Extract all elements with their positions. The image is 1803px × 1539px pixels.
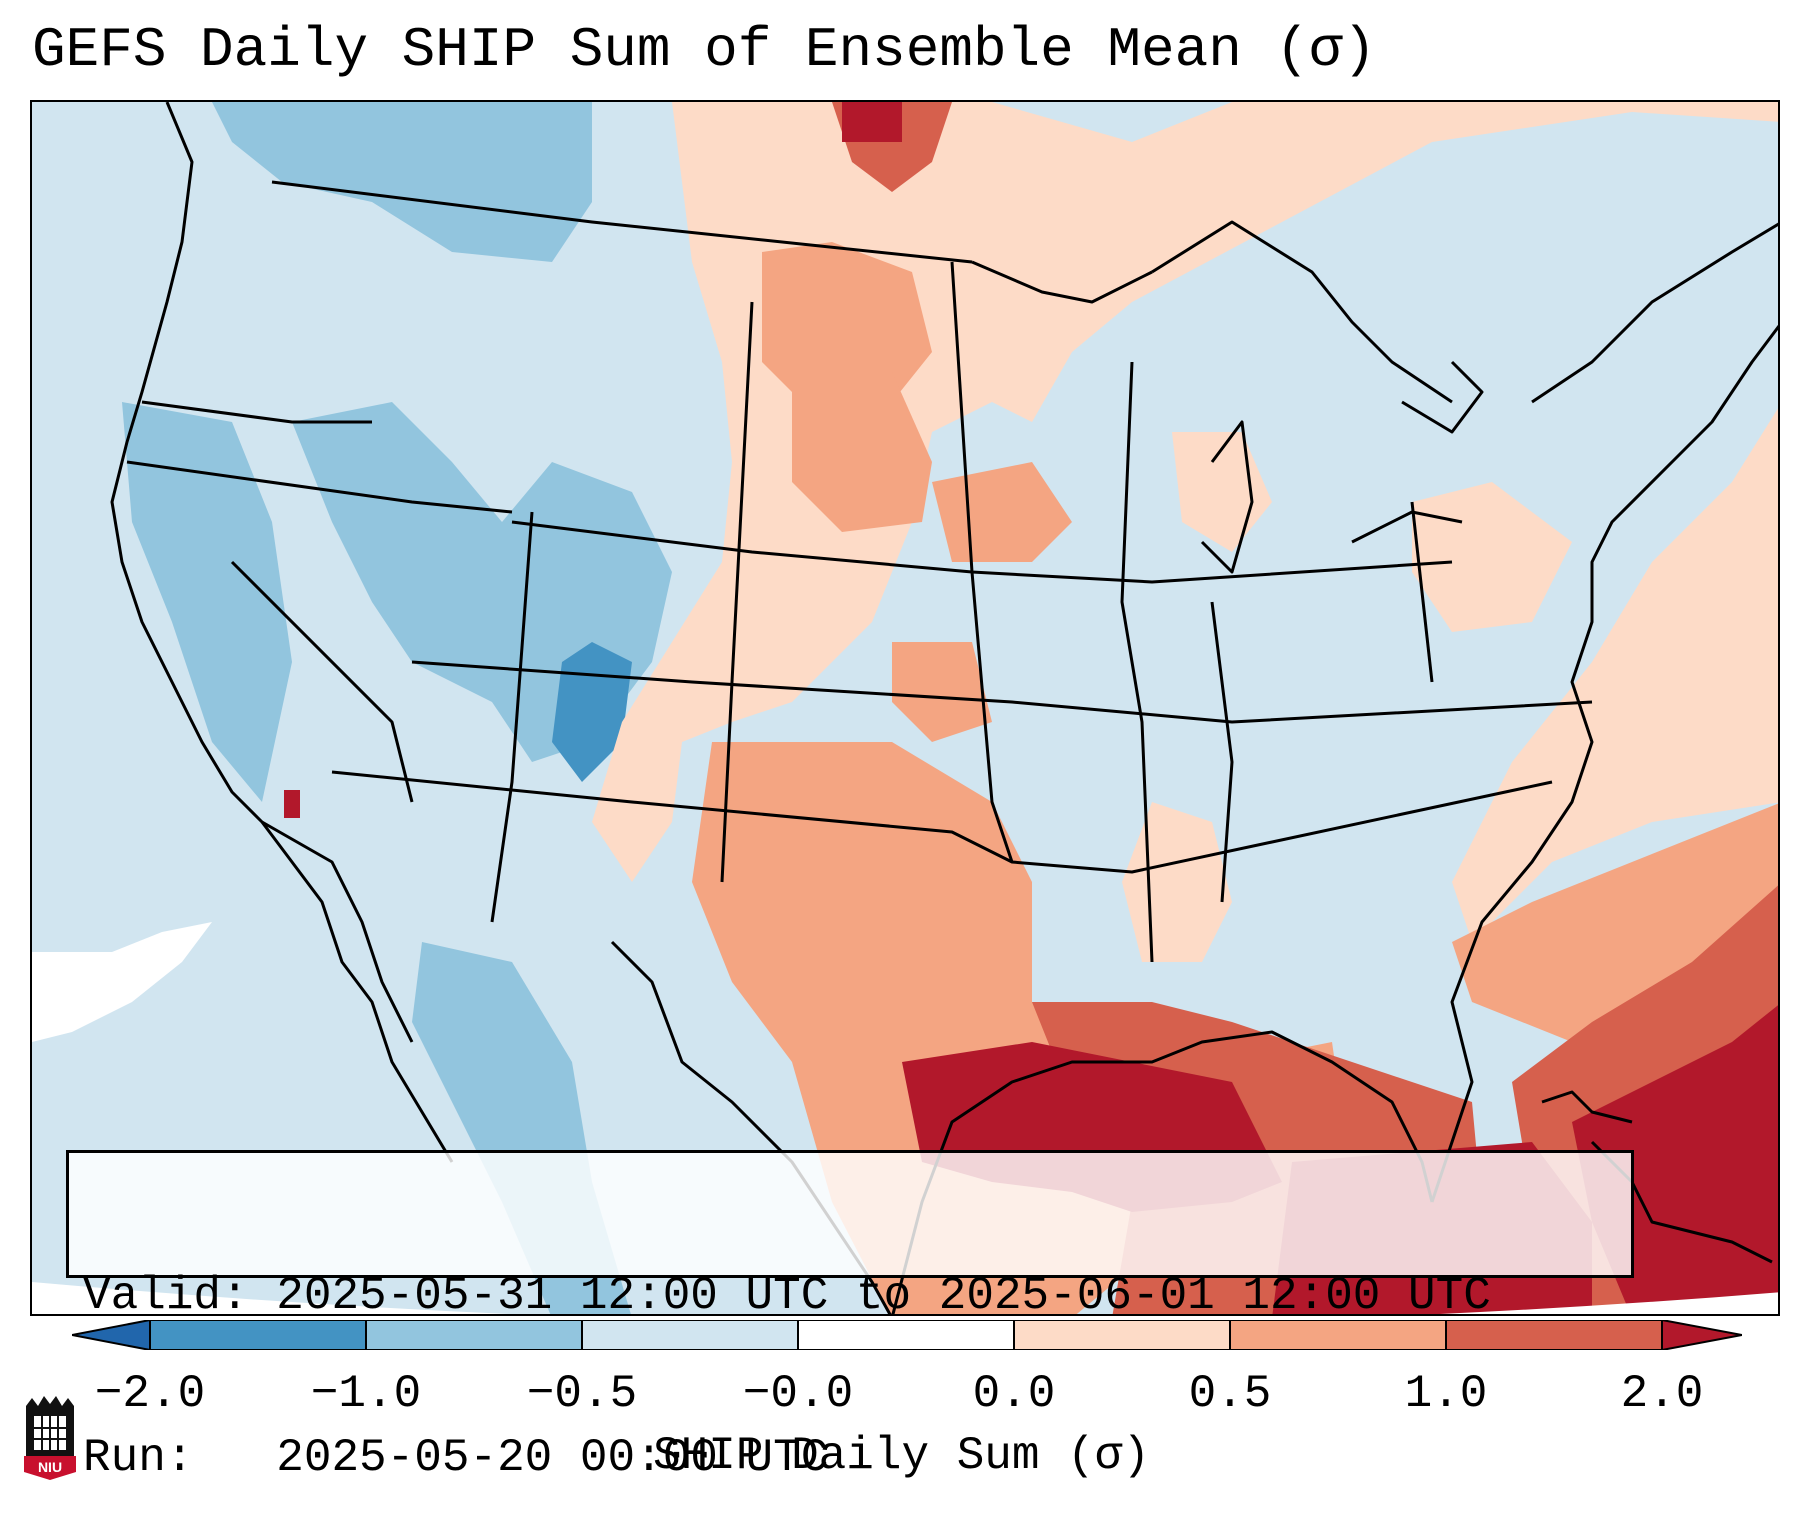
colorbar-tick-label: 0.5	[1188, 1368, 1272, 1420]
pacific-coastline	[110, 102, 454, 1163]
colorbar	[72, 1320, 1742, 1350]
kansas-medium-red	[892, 642, 992, 742]
atlantic-light-red	[1452, 408, 1778, 942]
run-time-line: Run: 2025-05-20 00:00 UTC	[83, 1432, 829, 1484]
colorbar-tick-label: −1.0	[310, 1368, 422, 1420]
colorbar-extend-low	[72, 1320, 150, 1350]
south-dakota-medium-red	[792, 372, 932, 532]
projection-edge	[32, 1282, 1778, 1314]
mid-state-line	[411, 660, 1593, 724]
northern-border-row-2	[126, 460, 513, 514]
oregon-washington-border	[141, 400, 372, 424]
bahamas-outline	[1541, 1090, 1633, 1124]
colorbar-bin	[1446, 1320, 1662, 1350]
minnesota-border	[971, 260, 1153, 304]
coastlines-and-borders	[110, 102, 1778, 1314]
colorbar-tick-label: −0.0	[742, 1368, 854, 1420]
colorbar-tick-label: −0.5	[526, 1368, 638, 1420]
colorbar-bin	[582, 1320, 798, 1350]
colorbar-label: SHIP Daily Sum (σ)	[653, 1430, 1150, 1482]
niu-logo: NIU	[24, 1396, 76, 1480]
colorbar-bin	[798, 1320, 1014, 1350]
alabama-line	[1210, 601, 1234, 903]
pacific-nw-canada-blue	[212, 102, 592, 262]
california-nevada-border	[230, 560, 414, 803]
southern-california-spot	[284, 790, 300, 818]
pacific-northwest-blue	[122, 402, 292, 802]
lake-michigan	[1200, 420, 1254, 574]
ship-anomaly-map	[32, 102, 1778, 1314]
baja-coast	[261, 820, 414, 1043]
lake-huron	[1401, 360, 1484, 434]
lake-erie	[1351, 510, 1463, 544]
st-lawrence-coast	[1531, 222, 1778, 404]
colorbar-tick-label: 2.0	[1620, 1368, 1704, 1420]
mississippi-river-line	[1120, 361, 1154, 963]
valid-time-line: Valid: 2025-05-31 12:00 UTC to 2025-06-0…	[83, 1270, 1491, 1322]
atlantic-coastline	[1430, 324, 1778, 1203]
valid-run-info-box: Valid: 2025-05-31 12:00 UTC to 2025-06-0…	[66, 1150, 1634, 1484]
saskatchewan-core-red	[842, 102, 902, 142]
colorbar-tick-label: 0.0	[972, 1368, 1056, 1420]
north-dakota-medium-red	[762, 242, 932, 412]
central-state-line	[950, 261, 1014, 863]
texas-panhandle-line	[720, 301, 754, 883]
niu-logo-text: NIU	[38, 1459, 62, 1475]
colorbar-tick-label: −2.0	[94, 1368, 206, 1420]
gulf-coastline	[891, 1030, 1434, 1314]
colorbar-tick-label: 1.0	[1404, 1368, 1488, 1420]
colorbar-bin	[366, 1320, 582, 1350]
map-title: GEFS Daily SHIP Sum of Ensemble Mean (σ)	[32, 18, 1377, 82]
colorbar-bin	[1230, 1320, 1446, 1350]
us-canada-border	[271, 180, 973, 264]
colorbar-extend-high	[1662, 1320, 1742, 1350]
pacific-neutral-patch	[32, 922, 212, 1042]
pennsylvania-line	[1410, 501, 1434, 683]
colorbar-bin	[150, 1320, 366, 1350]
southern-state-line	[331, 770, 1553, 874]
colorbar-bin	[1014, 1320, 1230, 1350]
utah-arizona-line	[490, 511, 534, 923]
map-panel	[30, 100, 1780, 1316]
great-lakes-outline	[1151, 220, 1453, 404]
